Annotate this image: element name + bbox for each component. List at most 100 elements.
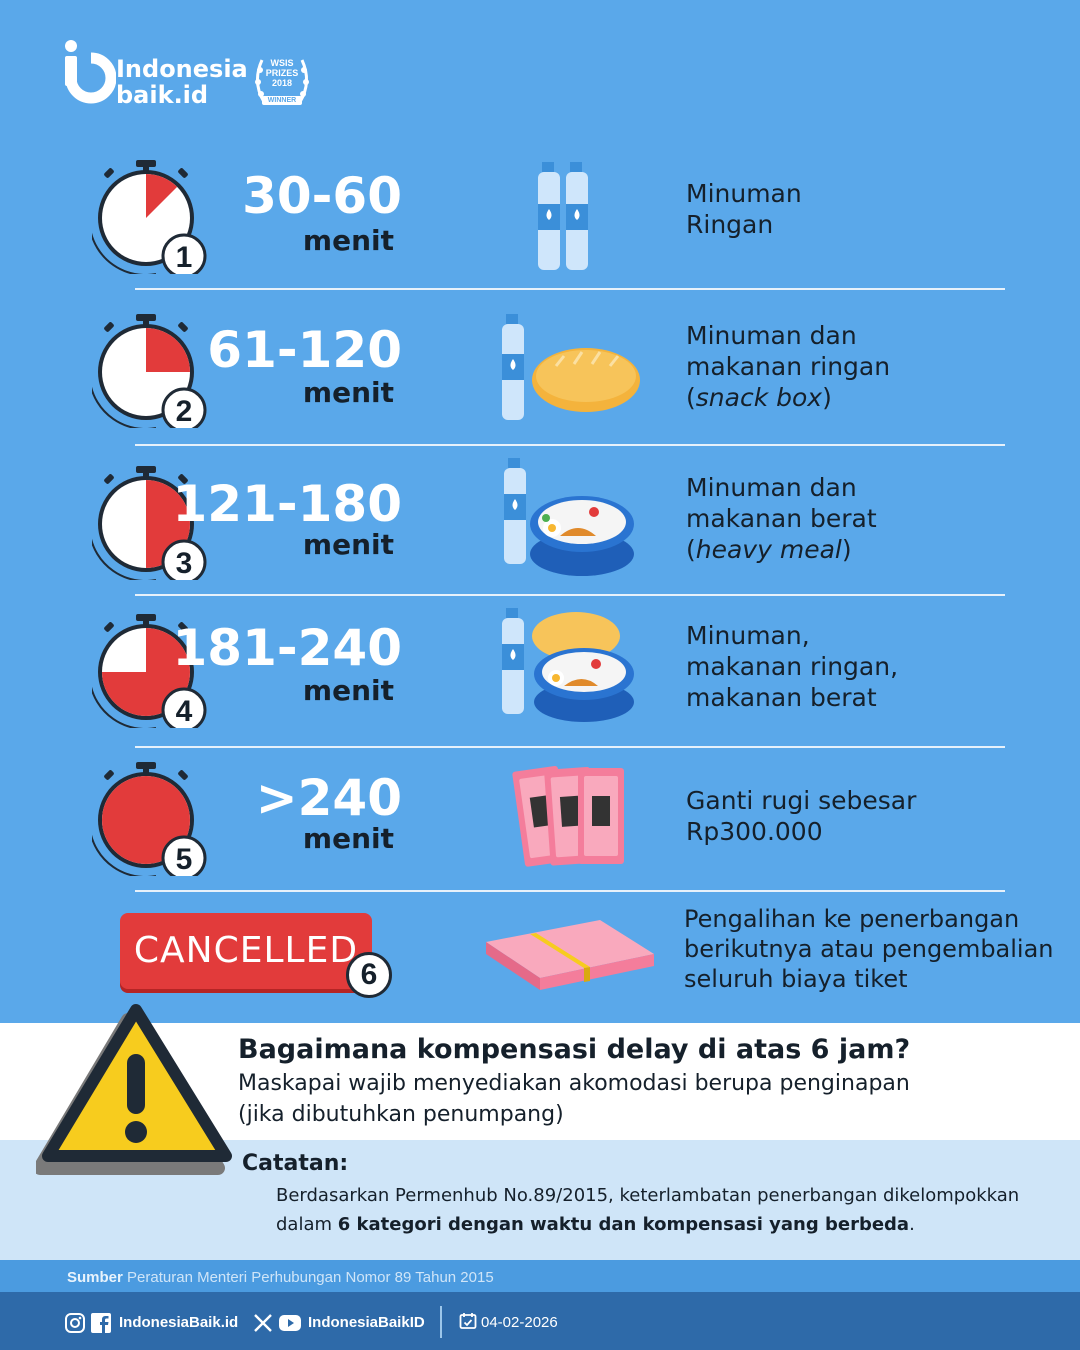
bottle-and-bread-icon xyxy=(502,314,640,420)
stopwatch-button xyxy=(178,474,188,484)
footer-handle-1[interactable]: IndonesiaBaik.id xyxy=(119,1314,239,1331)
compensation-text: Minuman dan makanan berat (heavy meal) xyxy=(686,472,877,565)
stopwatch-button xyxy=(178,322,188,332)
category-number: 1 xyxy=(176,241,193,274)
desc-italic: snack box xyxy=(695,383,823,412)
note-prefix: dalam xyxy=(276,1214,338,1235)
desc-italic: heavy meal xyxy=(695,535,842,564)
calendar-icon xyxy=(459,1313,477,1329)
unit-label: menit xyxy=(302,376,394,409)
category-row-4: 4 181-240 menit Minuman, makanan ringan,… xyxy=(0,602,1080,746)
award-text: WSIS PRIZES 2018 xyxy=(248,58,316,88)
banknotes-icon xyxy=(512,765,624,867)
award-line3: 2018 xyxy=(271,78,293,88)
warning-line: Maskapai wajib menyediakan akomodasi ber… xyxy=(238,1071,910,1096)
number-badge xyxy=(161,387,207,428)
desc-line: makanan berat xyxy=(686,683,877,712)
stopwatch-button xyxy=(178,168,188,178)
row-divider xyxy=(135,288,1005,290)
stopwatch-crown xyxy=(136,614,156,621)
unit-label: menit xyxy=(302,224,394,257)
unit-label: menit xyxy=(302,822,394,855)
desc-line: Minuman, xyxy=(686,621,810,650)
desc-line: Minuman dan xyxy=(686,321,857,350)
instagram-icon[interactable] xyxy=(64,1312,86,1334)
stopwatch-icon: 2 xyxy=(92,314,207,428)
unit-label: menit xyxy=(302,674,394,707)
cancelled-badge: CANCELLED xyxy=(120,913,372,989)
stopwatch-crown xyxy=(136,466,156,473)
x-twitter-icon[interactable] xyxy=(252,1312,274,1334)
desc-line-italic: (snack box) xyxy=(686,383,832,412)
logo-line1: Indonesia xyxy=(116,55,248,83)
warning-triangle-icon xyxy=(36,1004,232,1175)
desc-line: makanan ringan, xyxy=(686,652,899,681)
youtube-icon[interactable] xyxy=(278,1312,302,1334)
row-divider xyxy=(135,746,1005,748)
stopwatch-button xyxy=(104,622,114,632)
stopwatch-crown xyxy=(136,160,156,167)
row-divider xyxy=(135,444,1005,446)
desc-line: Ganti rugi sebesar xyxy=(686,786,917,815)
compensation-text: Minuman Ringan xyxy=(686,178,802,240)
note-bold: 6 kategori dengan waktu dan kompensasi y… xyxy=(337,1214,910,1235)
category-row-5: 5 >240 menit Ganti rugi sebesar Rp300.00… xyxy=(0,752,1080,890)
category-number: 3 xyxy=(176,547,193,580)
compensation-text: Minuman, makanan ringan, makanan berat xyxy=(686,620,898,713)
warning-line: (jika dibutuhkan penumpang) xyxy=(238,1102,564,1127)
stopwatch-crown xyxy=(136,762,156,769)
indonesiabaik-logo: Indonesia baik.id xyxy=(62,38,322,118)
stopwatch-button xyxy=(104,322,114,332)
note-body: Berdasarkan Permenhub No.89/2015, keterl… xyxy=(276,1181,1019,1239)
footer: IndonesiaBaik.id IndonesiaBaikID 04-02-2… xyxy=(0,1292,1080,1350)
number-badge xyxy=(161,835,207,876)
desc-line: Rp300.000 xyxy=(686,817,823,846)
stopwatch-icon: 1 xyxy=(92,160,207,274)
range-label: 30-60 xyxy=(242,167,402,225)
stopwatch-icon: 5 xyxy=(92,762,207,876)
category-number: 2 xyxy=(176,395,193,428)
category-row-1: 1 30-60 menit Minuman Ringan xyxy=(0,148,1080,288)
stopwatch-crown xyxy=(136,314,156,321)
category-number-badge: 6 xyxy=(346,952,392,998)
stopwatch-button xyxy=(104,770,114,780)
bottle-bread-lunchbox-icon xyxy=(502,608,634,722)
note-title: Catatan: xyxy=(242,1151,349,1176)
range-label: 181-240 xyxy=(172,619,403,677)
wsis-award-badge: WSIS PRIZES 2018 WINNER xyxy=(248,52,316,118)
award-line1: WSIS xyxy=(270,58,294,68)
category-number: 5 xyxy=(176,843,193,876)
footer-handle-2[interactable]: IndonesiaBaikID xyxy=(308,1314,425,1331)
stopwatch-motion-line xyxy=(92,386,156,428)
number-badge xyxy=(161,539,207,580)
bottle-and-lunchbox-icon xyxy=(504,458,634,576)
range-label: 121-180 xyxy=(172,475,403,533)
note-line: dalam 6 kategori dengan waktu dan kompen… xyxy=(276,1210,1019,1239)
facebook-icon[interactable] xyxy=(90,1312,112,1334)
stopwatch-icon: 3 xyxy=(92,466,207,580)
stopwatch-elapsed xyxy=(102,776,190,864)
note-suffix: . xyxy=(909,1214,915,1235)
cancelled-label: CANCELLED xyxy=(133,930,359,971)
range-label: 61-120 xyxy=(207,321,402,379)
award-line2: PRIZES xyxy=(265,68,299,78)
logo-line2: baik.id xyxy=(116,81,209,109)
range-label: >240 xyxy=(255,769,402,827)
stopwatch-motion-line xyxy=(92,686,156,728)
source-text: Sumber Peraturan Menteri Perhubungan Nom… xyxy=(67,1269,494,1286)
desc-line: Pengalihan ke penerbangan xyxy=(684,905,1020,933)
category-number: 4 xyxy=(176,695,193,728)
number-badge xyxy=(161,687,207,728)
desc-line: Minuman xyxy=(686,179,802,208)
row-divider xyxy=(135,594,1005,596)
publish-date: 04-02-2026 xyxy=(481,1314,558,1331)
stopwatch-motion-line xyxy=(92,538,156,580)
compensation-text: Minuman dan makanan ringan (snack box) xyxy=(686,320,890,413)
desc-line: makanan ringan xyxy=(686,352,891,381)
number-badge xyxy=(161,233,207,274)
logo-mark-icon xyxy=(65,40,117,104)
money-stack-icon xyxy=(486,920,654,990)
note-line: Berdasarkan Permenhub No.89/2015, keterl… xyxy=(276,1185,1020,1206)
desc-line: berikutnya atau pengembalian xyxy=(684,935,1054,963)
stopwatch-motion-line xyxy=(92,232,156,274)
